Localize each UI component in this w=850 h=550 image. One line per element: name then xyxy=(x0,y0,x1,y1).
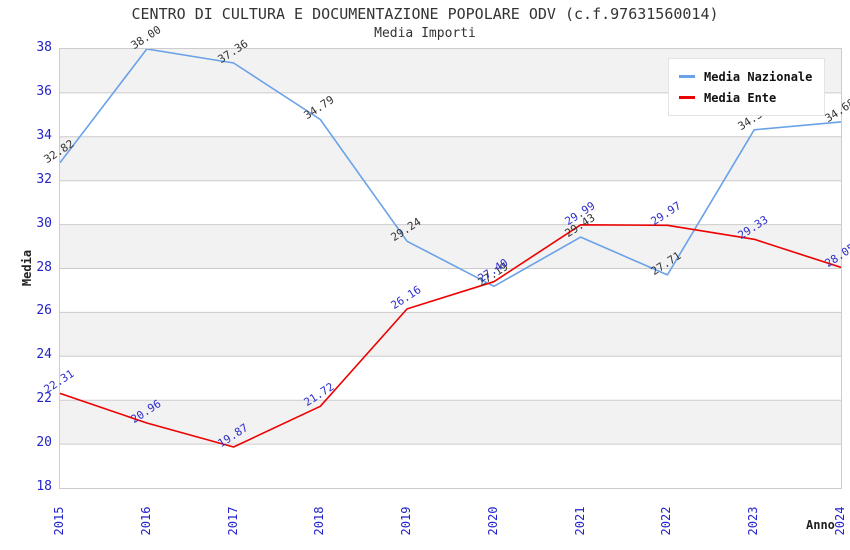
plot-area xyxy=(59,48,842,489)
x-tick-label: 2020 xyxy=(485,506,500,536)
legend-item-media-ente: Media Ente xyxy=(679,87,812,108)
y-tick-label: 38 xyxy=(36,40,52,55)
line-media-ente xyxy=(60,224,841,448)
x-tick-label: 2017 xyxy=(225,506,240,536)
y-tick-label: 36 xyxy=(36,83,52,99)
chart-title: CENTRO DI CULTURA E DOCUMENTAZIONE POPOL… xyxy=(131,5,719,23)
legend-label-media-ente: Media Ente xyxy=(704,90,777,105)
y-tick-label: 24 xyxy=(36,347,52,363)
x-tick-label: 2023 xyxy=(746,506,761,536)
line-swatch-ente-icon xyxy=(679,96,695,99)
y-tick-label: 30 xyxy=(36,215,52,231)
y-tick-label: 18 xyxy=(36,479,52,494)
y-tick-label: 22 xyxy=(36,391,52,407)
y-tick-label: 20 xyxy=(36,435,52,451)
x-tick-label: 2022 xyxy=(659,506,674,536)
x-tick-label: 2024 xyxy=(833,506,847,536)
chart-subtitle: Media Importi xyxy=(374,26,476,41)
x-tick-label: 2021 xyxy=(572,506,587,536)
x-tick-label: 2018 xyxy=(312,506,327,536)
x-tick-label: 2016 xyxy=(138,506,153,536)
legend-label-media-nazionale: Media Nazionale xyxy=(704,69,813,84)
x-tick-label: 2015 xyxy=(52,506,66,536)
x-axis-title: Anno xyxy=(806,518,835,532)
x-tick-label: 2019 xyxy=(399,506,414,536)
y-tick-label: 28 xyxy=(36,259,52,275)
y-tick-label: 32 xyxy=(36,171,52,187)
legend: Media Nazionale Media Ente xyxy=(668,58,826,116)
y-tick-label: 26 xyxy=(36,303,52,319)
line-media-nazionale xyxy=(60,49,841,288)
legend-item-media-nazionale: Media Nazionale xyxy=(679,66,812,87)
line-swatch-nazionale-icon xyxy=(679,75,695,78)
y-axis-title: Media xyxy=(20,249,34,287)
y-tick-label: 34 xyxy=(36,127,52,143)
